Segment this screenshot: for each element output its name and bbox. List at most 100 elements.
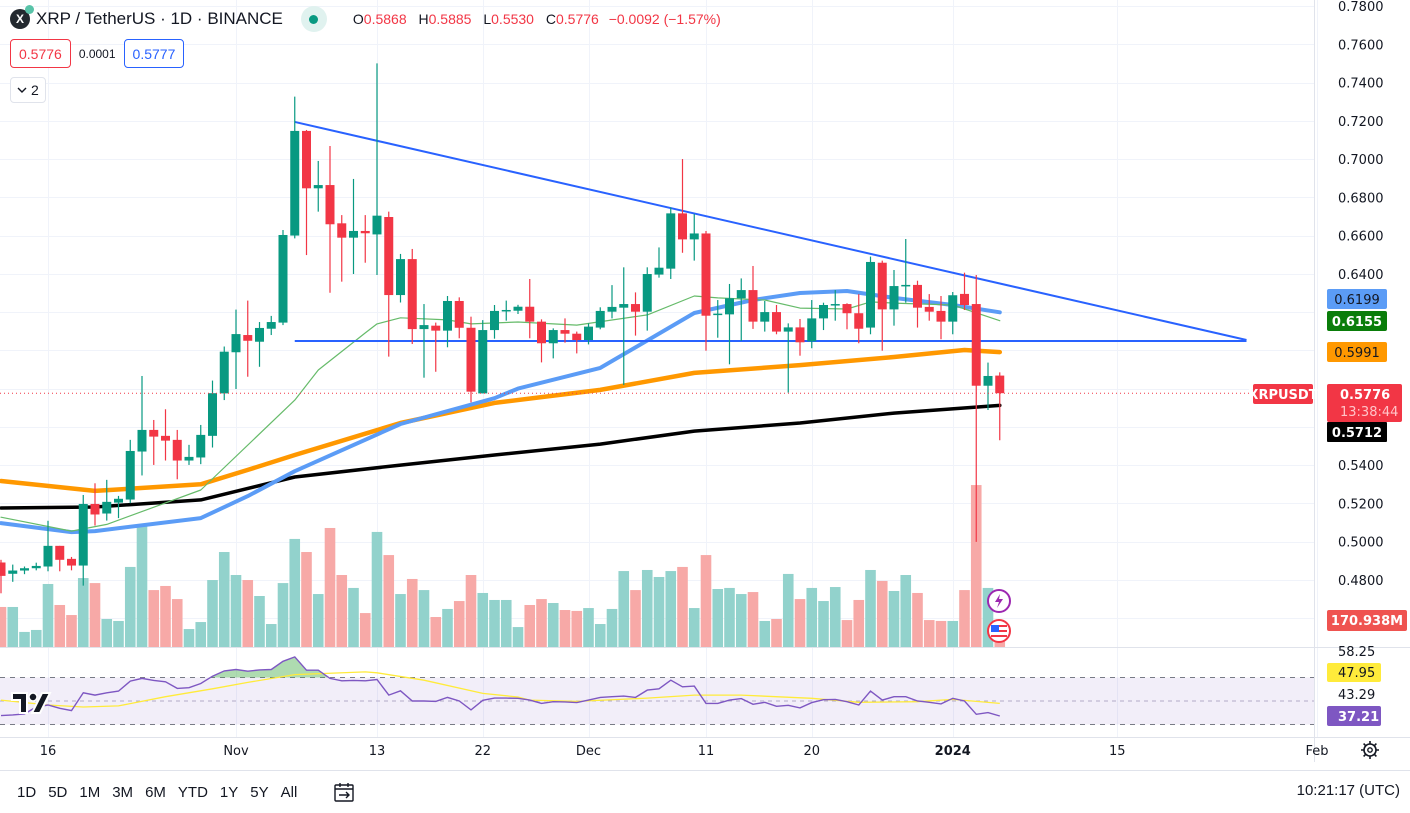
candle-body: [55, 545, 65, 560]
time-tick-label: 15: [1109, 744, 1126, 759]
candle-body: [901, 284, 911, 287]
candle-body: [948, 295, 958, 322]
volume-bar: [524, 604, 536, 647]
candle-body: [830, 304, 840, 306]
candle-body: [666, 213, 676, 269]
candle-body: [807, 318, 817, 342]
price-tick-label: 0.6800: [1338, 191, 1384, 206]
volume-bar: [489, 599, 500, 647]
svg-text:0.5712: 0.5712: [1332, 426, 1382, 441]
candle-body: [0, 562, 6, 576]
volume-bar: [324, 527, 336, 647]
time-tick-label: Dec: [576, 744, 601, 759]
candle-body: [490, 310, 499, 331]
trendline-descending-resistance[interactable]: [294, 120, 1247, 341]
range-button-1m[interactable]: 1M: [79, 783, 101, 801]
gear-icon[interactable]: [1361, 741, 1379, 759]
candle-body: [372, 215, 382, 235]
date-range-buttons: 1D 5D 1M 3M 6M YTD 1Y 5Y All: [11, 784, 303, 801]
volume-bar: [442, 608, 453, 647]
trade-buttons: 0.5776 0.0001 0.5777: [10, 39, 185, 68]
candle-body: [278, 234, 288, 323]
bar-countdown: 13:38:44: [1340, 405, 1398, 420]
indicators-toggle-button[interactable]: 2: [10, 77, 46, 103]
moving-averages: [0, 289, 1003, 535]
low-value: 0.5530: [491, 11, 534, 27]
range-button-1y[interactable]: 1Y: [219, 783, 239, 801]
symbol-title[interactable]: XRP / TetherUS · 1D · BINANCE: [36, 9, 283, 28]
candle-body: [313, 185, 323, 189]
volume-bar: [970, 485, 982, 647]
candle-body: [172, 439, 182, 461]
volume-bar: [465, 575, 477, 647]
spread-value: 0.0001: [78, 46, 116, 61]
candle-body: [407, 259, 417, 330]
price-label-ma-blue: 0.6199: [1327, 289, 1387, 309]
svg-text:37.21: 37.21: [1338, 710, 1379, 725]
calendar-range-icon[interactable]: [333, 781, 355, 803]
range-button-ytd[interactable]: YTD: [177, 783, 208, 801]
volume-bar: [418, 590, 430, 647]
volume-bar: [500, 599, 512, 647]
price-chart[interactable]: 0.7800 0.7600 0.7400 0.7200 0.7000 0.6800 0.66…: [0, 0, 1410, 770]
range-button-6m[interactable]: 6M: [145, 783, 166, 801]
range-button-5d[interactable]: 5D: [48, 783, 68, 801]
buy-button[interactable]: 0.5777: [123, 39, 185, 68]
candle-body: [360, 230, 370, 234]
volume-bar: [841, 620, 853, 647]
us-flag-event-icon[interactable]: [987, 619, 1011, 643]
volume-bar: [242, 580, 254, 647]
candle-body: [184, 456, 194, 461]
rsi-ma-label: 47.95: [1327, 663, 1381, 682]
candle-body: [20, 568, 29, 571]
rsi-axis-label: 43.29: [1338, 688, 1375, 703]
volume-bar: [700, 555, 712, 647]
clock-timezone[interactable]: 10:21:17 (UTC): [1296, 782, 1400, 799]
candle-body: [971, 304, 981, 386]
candle-body: [396, 259, 405, 296]
price-tick-label: 0.5400: [1338, 459, 1384, 474]
volume-bar: [254, 596, 265, 647]
volume-bars: [0, 485, 1006, 647]
price-label-ma-orange: 0.5991: [1327, 342, 1387, 362]
sell-button[interactable]: 0.5776: [10, 39, 71, 68]
trendlines[interactable]: [294, 120, 1247, 342]
time-axis[interactable]: 16 Nov 13 22 Dec 11 20 2024 15 Feb: [40, 744, 1329, 759]
volume-bar: [641, 569, 653, 647]
last-price-label: 0.5776 13:38:44: [1327, 384, 1402, 422]
range-button-3m[interactable]: 3M: [112, 783, 134, 801]
price-tick-label: 0.5000: [1338, 536, 1384, 551]
range-button-5y[interactable]: 5Y: [250, 783, 269, 801]
volume-bar: [912, 592, 923, 647]
volume-bar: [148, 590, 160, 647]
volume-bar: [230, 575, 242, 647]
time-tick-label: 22: [474, 744, 491, 759]
lightning-event-icon[interactable]: [987, 589, 1011, 613]
candle-body: [219, 351, 229, 394]
candle-body: [243, 335, 253, 341]
rsi-axis-label: 58.25: [1338, 645, 1375, 660]
volume-bar: [124, 566, 136, 647]
candle-body: [431, 325, 441, 331]
range-button-1d[interactable]: 1D: [17, 783, 37, 801]
volume-bar: [771, 618, 782, 647]
candle-body: [196, 434, 206, 458]
market-status-icon[interactable]: [300, 6, 327, 32]
moving-average-line-ma-black: [0, 403, 1002, 510]
volume-bar: [301, 552, 312, 647]
time-tick-label: 11: [698, 744, 715, 759]
time-tick-label: Feb: [1305, 744, 1328, 759]
price-axis[interactable]: 0.7800 0.7600 0.7400 0.7200 0.7000 0.6800 0.66…: [1338, 0, 1384, 589]
price-tick-label: 0.7000: [1338, 153, 1384, 168]
volume-bar: [888, 590, 900, 647]
candle-body: [631, 304, 640, 312]
volume-bar: [594, 624, 606, 647]
moving-average-line-ma-orange: [0, 347, 1003, 494]
volume-bar: [583, 608, 594, 647]
candle-body: [725, 298, 734, 315]
candle-body: [654, 267, 664, 275]
time-tick-label: 16: [40, 744, 57, 759]
tradingview-logo-icon[interactable]: [10, 690, 52, 716]
range-button-all[interactable]: All: [280, 783, 298, 801]
candle-body: [560, 330, 570, 334]
